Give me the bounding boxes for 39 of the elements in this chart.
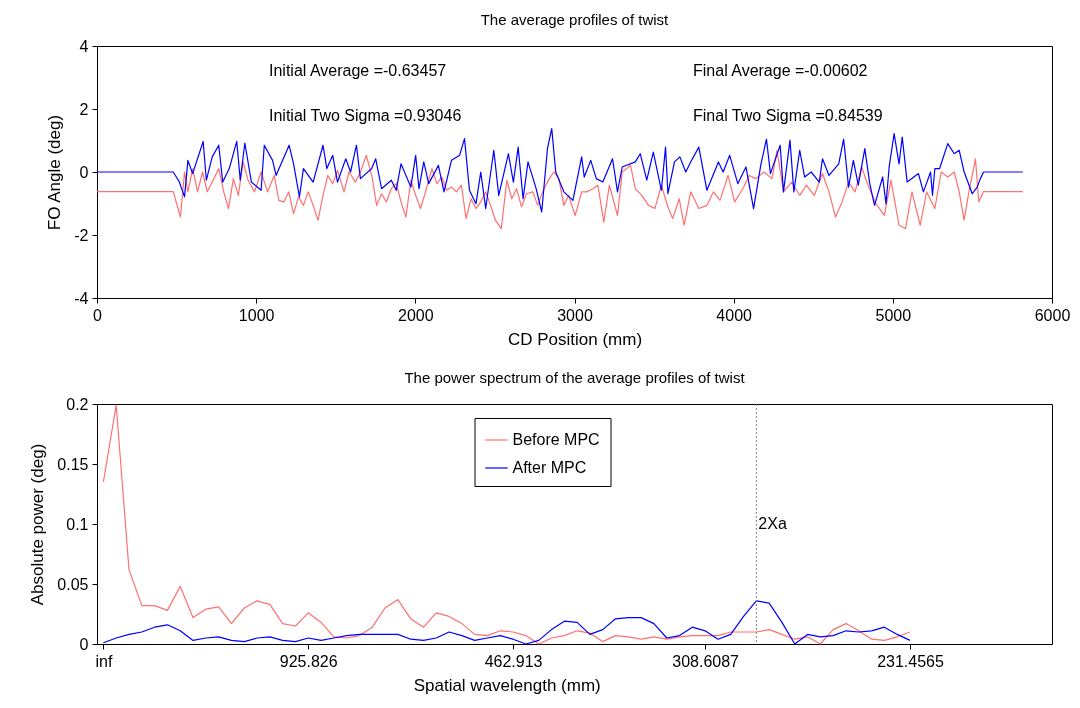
x-axis-title: Spatial wavelength (mm) (413, 675, 601, 695)
line-series (96, 149, 1024, 230)
x-tick-label: 462.913 (484, 652, 543, 670)
y-tick-label: 2 (79, 100, 89, 118)
chart-title: The power spectrum of the average profiles of twist (404, 369, 746, 386)
line-series (102, 404, 911, 645)
annotation: 2Xa (758, 515, 787, 532)
y-axis-title: Absolute power (deg) (28, 443, 48, 606)
annotation: Initial Two Sigma =0.93046 (269, 107, 462, 124)
x-axis-title: CD Position (mm) (507, 329, 643, 349)
y-tick-label: 0.15 (57, 455, 89, 473)
x-tick-label: 2000 (398, 306, 434, 324)
x-tick-label: 1000 (238, 306, 275, 324)
x-tick-label: 0 (93, 306, 103, 324)
y-tick-label: 0.05 (57, 575, 89, 593)
x-tick-label: 231.4565 (877, 652, 944, 670)
y-tick-label: -4 (74, 289, 89, 307)
annotation: Initial Average =-0.63457 (269, 62, 447, 79)
y-axis-title: FO Angle (deg) (45, 114, 65, 231)
x-tick-label: 4000 (716, 306, 753, 324)
x-tick-label: 3000 (557, 306, 593, 324)
x-tick-label: 308.6087 (672, 652, 740, 670)
x-tick-label: 925.826 (279, 652, 338, 670)
annotation: Final Two Sigma =0.84539 (693, 107, 883, 124)
legend-label: Before MPC (512, 431, 600, 448)
y-tick-label: 0 (79, 635, 89, 653)
y-tick-label: 0.2 (66, 395, 89, 413)
y-tick-label: -2 (74, 226, 89, 244)
y-tick-label: 0 (79, 163, 89, 181)
annotation: Final Average =-0.00602 (693, 62, 868, 79)
line-series (102, 600, 911, 645)
y-tick-label: 4 (79, 37, 89, 55)
legend-label: After MPC (512, 459, 587, 476)
y-tick-label: 0.1 (66, 515, 89, 533)
x-tick-label: 6000 (1034, 306, 1071, 324)
x-tick-label: inf (95, 652, 113, 670)
x-tick-label: 5000 (875, 306, 912, 324)
chart-title: The average profiles of twist (480, 11, 670, 28)
line-series (96, 127, 1024, 213)
